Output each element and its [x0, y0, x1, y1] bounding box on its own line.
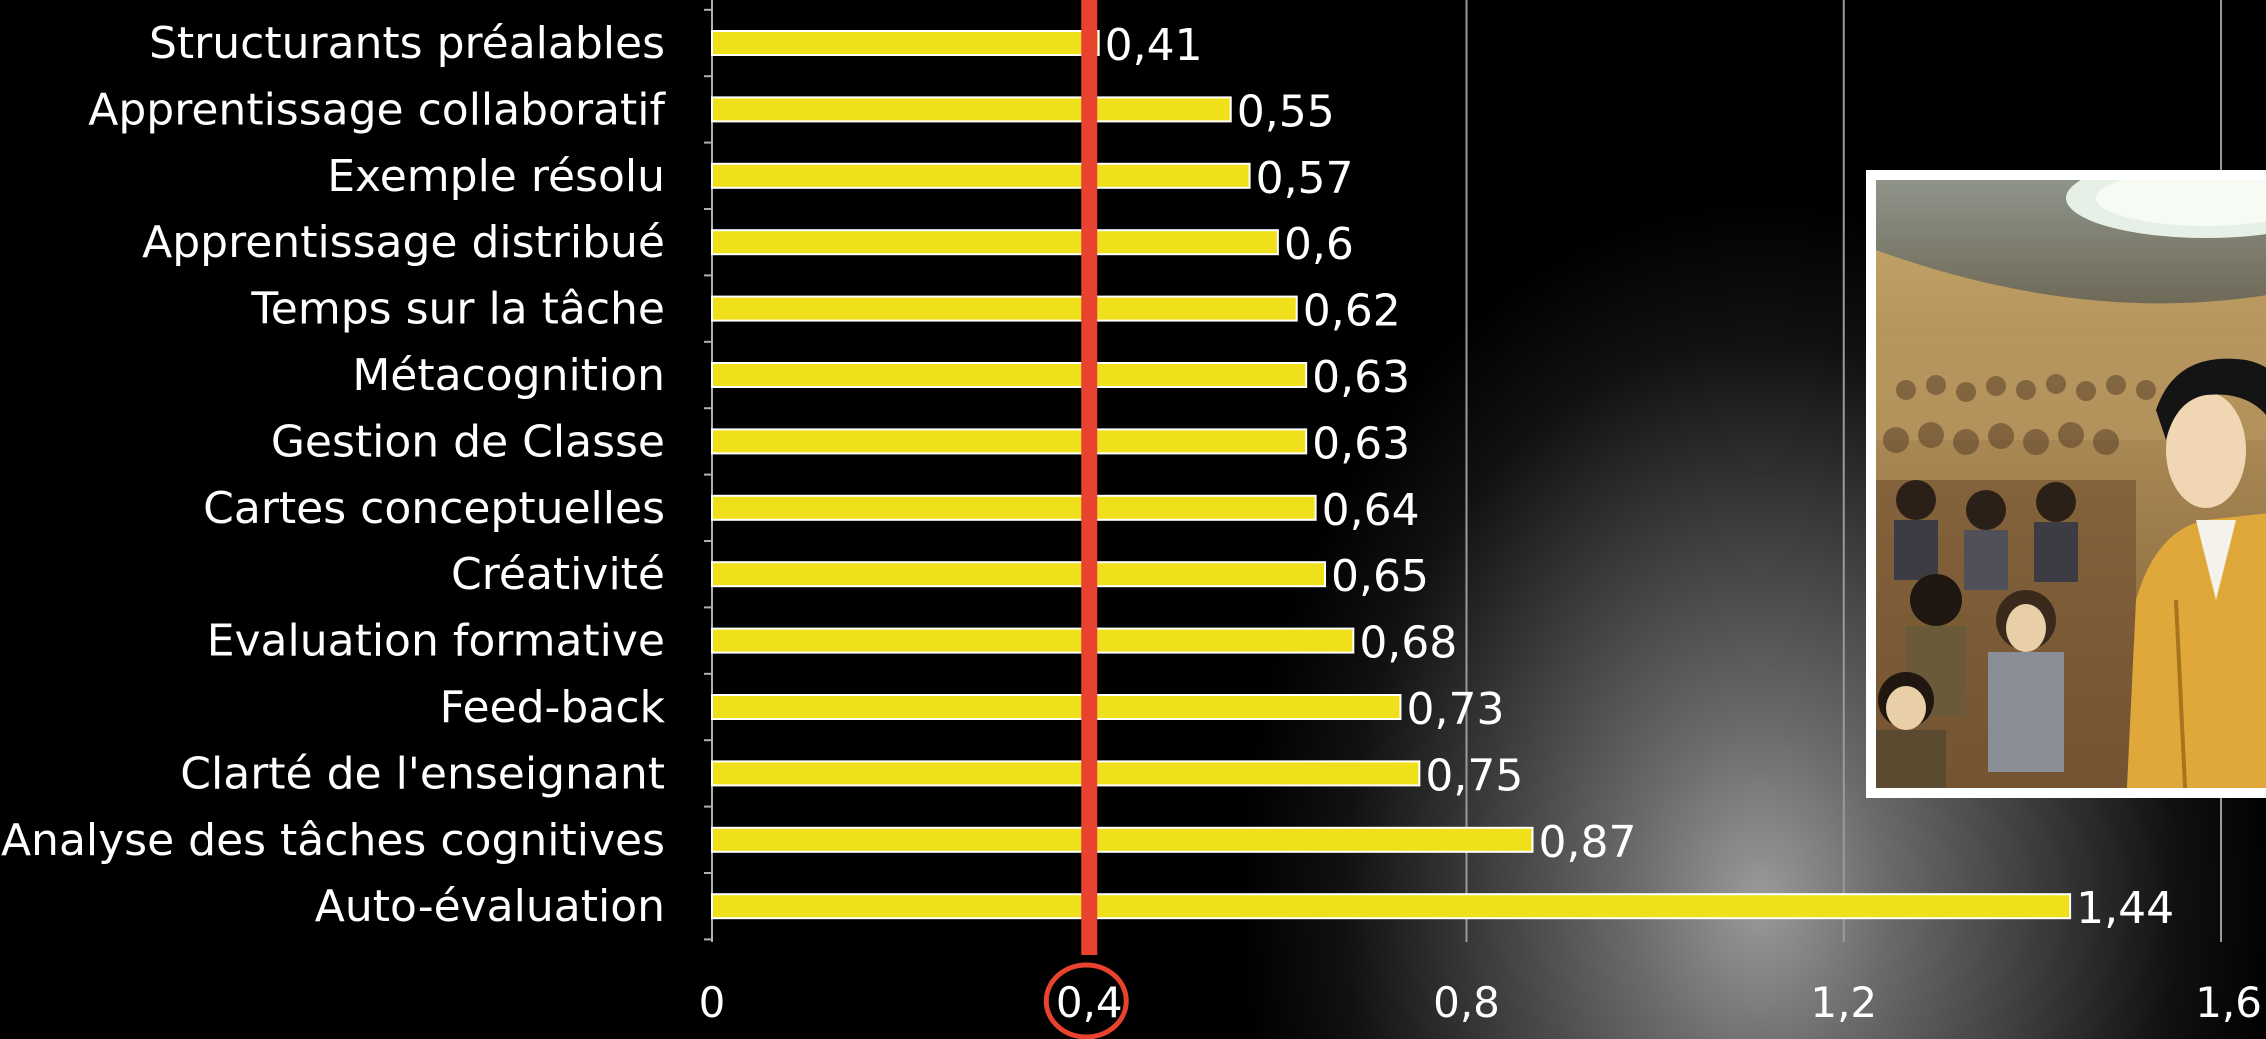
- bar: [711, 96, 1232, 123]
- x-tick-label: 0: [699, 978, 726, 1027]
- bar: [711, 627, 1355, 654]
- value-label: 0,55: [1237, 86, 1335, 137]
- teacher-illustration: [1866, 170, 2266, 798]
- category-label: Clarté de l'enseignant: [180, 748, 665, 799]
- value-label: 0,63: [1312, 352, 1410, 403]
- category-label: Exemple résolu: [327, 151, 665, 202]
- category-label: Temps sur la tâche: [250, 284, 665, 335]
- category-label: Gestion de Classe: [271, 416, 665, 467]
- value-label: 0,73: [1406, 684, 1504, 735]
- category-label: Cartes conceptuelles: [203, 483, 665, 534]
- lecture-hall-icon: [1876, 180, 2266, 788]
- bar: [711, 893, 2072, 920]
- value-label: 0,87: [1539, 817, 1637, 868]
- value-label: 0,65: [1331, 551, 1429, 602]
- category-label: Auto-évaluation: [315, 881, 665, 932]
- category-label: Apprentissage distribué: [142, 217, 665, 268]
- value-label: 0,64: [1322, 485, 1420, 536]
- bar: [711, 694, 1402, 720]
- bar: [711, 162, 1251, 189]
- bar: [711, 295, 1298, 322]
- x-tick-label: 1,6: [2195, 978, 2262, 1027]
- category-label: Analyse des tâches cognitives: [1, 815, 665, 866]
- value-label: 0,41: [1105, 20, 1203, 71]
- bar: [711, 362, 1308, 388]
- bar: [711, 826, 1534, 853]
- bar: [711, 229, 1279, 256]
- category-label: Feed-back: [440, 682, 666, 733]
- x-tick-label: 0,8: [1433, 978, 1500, 1027]
- labels: Structurants préalables 0,41 Apprentissage…: [1, 18, 2262, 1027]
- bar: [711, 760, 1421, 787]
- category-label: Créativité: [451, 549, 665, 600]
- value-label: 0,57: [1256, 153, 1354, 204]
- category-label: Apprentissage collaboratif: [88, 84, 666, 135]
- bar: [711, 428, 1308, 455]
- category-label: Evaluation formative: [207, 616, 665, 667]
- category-label: Métacognition: [352, 350, 665, 401]
- bar: [711, 30, 1100, 56]
- bar: [711, 561, 1327, 588]
- value-label: 0,68: [1359, 618, 1457, 669]
- bars: [711, 30, 2072, 920]
- category-label: Structurants préalables: [149, 18, 665, 69]
- value-label: 0,63: [1312, 418, 1410, 469]
- value-label: 0,75: [1425, 750, 1523, 801]
- x-tick-label: 1,2: [1810, 978, 1877, 1027]
- highlight-circle: [1043, 962, 1129, 1039]
- value-label: 0,62: [1303, 286, 1401, 337]
- bar: [711, 494, 1317, 521]
- value-label: 1,44: [2076, 883, 2174, 934]
- x-tick-label: 0,4: [1056, 978, 1123, 1027]
- value-label: 0,6: [1284, 219, 1354, 270]
- reference-line-group: [1043, 0, 1129, 1039]
